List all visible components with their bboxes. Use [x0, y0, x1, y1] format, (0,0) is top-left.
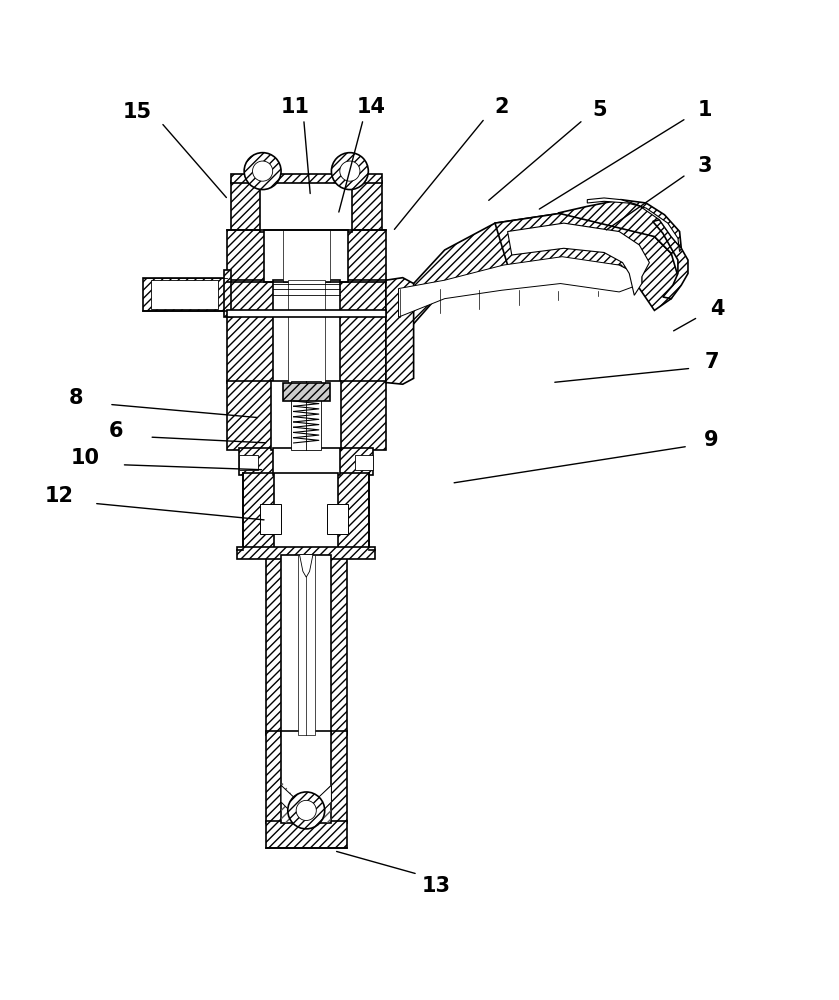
- Circle shape: [340, 161, 360, 181]
- Circle shape: [244, 153, 281, 190]
- Bar: [327, 504, 348, 534]
- Bar: [281, 555, 331, 735]
- Bar: [227, 230, 386, 282]
- Bar: [239, 455, 258, 470]
- Text: 4: 4: [710, 299, 725, 319]
- Text: 15: 15: [123, 102, 152, 122]
- Bar: [237, 547, 375, 559]
- Polygon shape: [653, 220, 688, 299]
- Bar: [227, 280, 386, 383]
- Bar: [231, 174, 382, 183]
- Bar: [291, 381, 321, 450]
- Bar: [281, 731, 331, 823]
- Bar: [266, 731, 347, 823]
- Text: 1: 1: [697, 100, 712, 120]
- Bar: [143, 278, 227, 311]
- Bar: [260, 504, 281, 534]
- Circle shape: [253, 161, 273, 181]
- Polygon shape: [281, 785, 331, 817]
- Text: 2: 2: [494, 97, 509, 117]
- Text: 11: 11: [281, 97, 310, 117]
- Text: 8: 8: [68, 388, 83, 408]
- Bar: [227, 310, 386, 317]
- Text: 5: 5: [592, 100, 607, 120]
- Text: 13: 13: [422, 876, 451, 896]
- Bar: [273, 448, 340, 475]
- Bar: [283, 383, 330, 401]
- Bar: [298, 555, 315, 735]
- Bar: [227, 381, 386, 450]
- Bar: [224, 270, 231, 317]
- Bar: [239, 448, 373, 475]
- Text: 6: 6: [108, 421, 123, 441]
- Polygon shape: [386, 213, 654, 324]
- Polygon shape: [495, 213, 680, 310]
- Bar: [260, 181, 352, 232]
- Bar: [243, 473, 369, 550]
- Polygon shape: [508, 223, 649, 295]
- Text: 7: 7: [704, 352, 719, 372]
- Bar: [231, 181, 382, 232]
- Circle shape: [331, 153, 368, 190]
- Polygon shape: [386, 278, 414, 384]
- Polygon shape: [587, 198, 681, 252]
- Bar: [264, 230, 348, 282]
- Bar: [151, 280, 218, 309]
- Circle shape: [296, 800, 316, 820]
- Bar: [283, 230, 330, 282]
- Bar: [274, 473, 338, 550]
- Text: 14: 14: [357, 97, 385, 117]
- Polygon shape: [300, 555, 313, 577]
- Bar: [271, 381, 341, 450]
- Text: 12: 12: [44, 486, 73, 506]
- Bar: [273, 280, 340, 383]
- Bar: [355, 455, 373, 470]
- Text: 3: 3: [697, 156, 712, 176]
- Text: 9: 9: [704, 430, 719, 450]
- Text: 10: 10: [71, 448, 100, 468]
- Circle shape: [288, 792, 325, 829]
- Polygon shape: [399, 257, 642, 317]
- Bar: [266, 555, 347, 735]
- Polygon shape: [558, 200, 681, 253]
- Bar: [288, 280, 325, 383]
- Bar: [266, 821, 347, 848]
